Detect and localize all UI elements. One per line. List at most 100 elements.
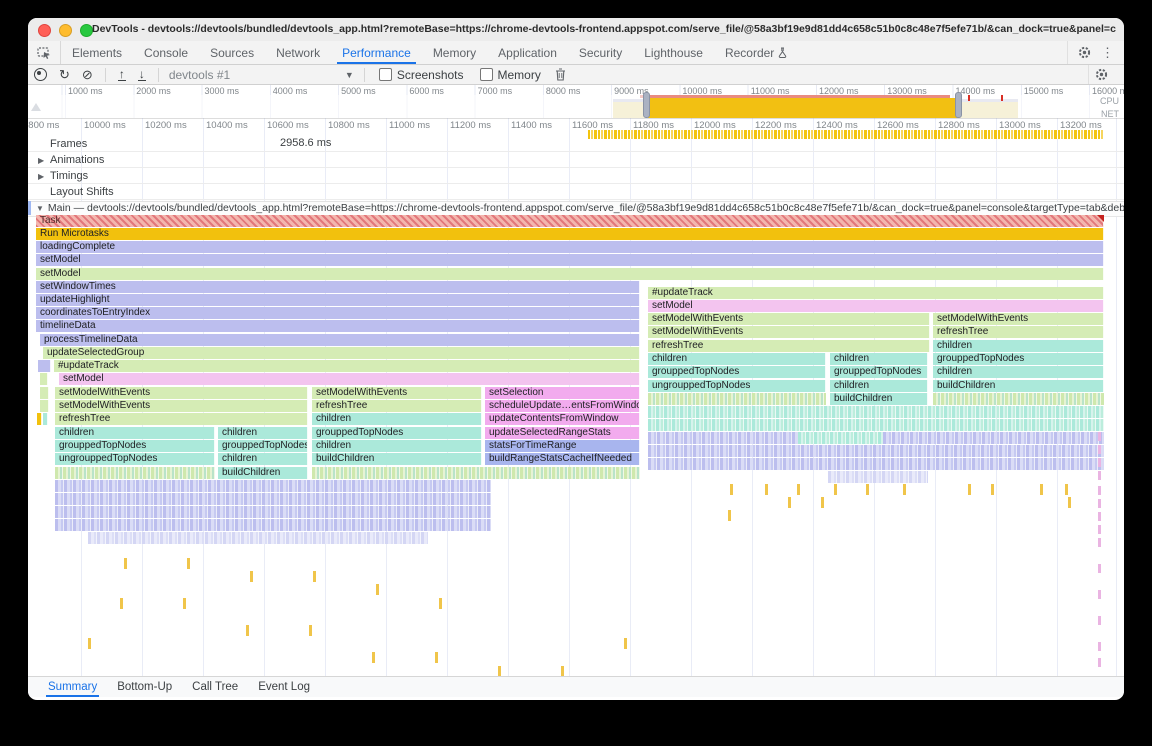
flame-bar-buildchildren[interactable]: buildChildren [830,393,928,405]
flame-bar-setmodel[interactable]: setModel [36,254,1104,266]
selection-right-handle[interactable] [955,92,962,118]
flame-bar-updatetrack[interactable]: #updateTrack [54,360,640,372]
timeline-overview[interactable]: 1000 ms2000 ms3000 ms4000 ms5000 ms6000 … [28,85,1124,119]
tab-summary[interactable]: Summary [38,677,107,697]
history-dropdown[interactable]: devtools #1 ▼ [165,68,358,82]
tab-memory[interactable]: Memory [422,41,487,64]
tab-event-log[interactable]: Event Log [248,677,320,697]
inspect-element-button[interactable] [28,41,61,64]
flame-bar-timelinedata[interactable]: timelineData [36,320,640,332]
tab-performance[interactable]: Performance [331,41,422,64]
flame-bar-setmodel[interactable]: setModel [59,373,640,385]
flame-bar-setmodelwithevents[interactable]: setModelWithEvents [312,387,482,399]
clear-recording-button[interactable]: ⊘ [82,68,93,81]
flame-bar-buildrangestatscacheifneeded[interactable]: buildRangeStatsCacheIfNeeded [485,453,640,465]
reload-and-record-button[interactable]: ↻ [59,68,70,81]
flame-bar-grouppedtopnodes[interactable]: grouppedTopNodes [933,353,1104,365]
tab-bottom-up[interactable]: Bottom-Up [107,677,182,697]
tab-recorder[interactable]: Recorder [714,41,798,64]
load-profile-button[interactable]: ↑ [118,68,126,81]
tab-sources[interactable]: Sources [199,41,265,64]
flame-bar-chip[interactable] [37,413,42,425]
trash-icon[interactable] [555,68,566,81]
flame-bar-statsfortimerange[interactable]: statsForTimeRange [485,440,640,452]
frames-track[interactable] [28,135,1124,152]
kebab-menu-icon[interactable]: ⋮ [1101,45,1114,61]
flame-bar-updateselectedgroup[interactable]: updateSelectedGroup [43,347,640,359]
flame-bar-children[interactable]: children [312,440,482,452]
flame-bar-grouppedtopnodes[interactable]: grouppedTopNodes [55,440,215,452]
flame-bar-updatetrack[interactable]: #updateTrack [648,287,1104,299]
flame-bar-loadingcomplete[interactable]: loadingComplete [36,241,1104,253]
flame-bar-children[interactable]: children [218,427,308,439]
flame-bar-chip[interactable] [43,413,48,425]
save-profile-button[interactable]: ↓ [138,68,146,81]
flame-bar-setmodelwithevents[interactable]: setModelWithEvents [648,313,930,325]
flame-bar-setmodelwithevents[interactable]: setModelWithEvents [933,313,1104,325]
flame-bar-children[interactable]: children [933,366,1104,378]
flame-bar-children[interactable]: children [648,353,826,365]
flame-bar-setmodelwithevents[interactable]: setModelWithEvents [648,326,930,338]
close-window-button[interactable] [38,24,51,37]
selection-left-handle[interactable] [643,92,650,118]
flame-bar-updatecontentsfromwindow[interactable]: updateContentsFromWindow [485,413,640,425]
flame-bar-children[interactable]: children [218,453,308,465]
tab-application[interactable]: Application [487,41,568,64]
tab-console[interactable]: Console [133,41,199,64]
flame-bar-grouppedtopnodes[interactable]: grouppedTopNodes [312,427,482,439]
flame-bar-scheduleupdate-entsfromwindow[interactable]: scheduleUpdate…entsFromWindow [485,400,640,412]
flame-bar-buildchildren[interactable]: buildChildren [312,453,482,465]
tab-security[interactable]: Security [568,41,633,64]
flame-bar-children[interactable]: children [312,413,482,425]
flame-bar-chip[interactable] [38,360,51,372]
screenshots-checkbox[interactable]: Screenshots [379,68,464,82]
flame-bar-children[interactable]: children [933,340,1104,352]
minimize-window-button[interactable] [59,24,72,37]
flame-bar-setwindowtimes[interactable]: setWindowTimes [36,281,640,293]
flame-bar-updateselectedrangestats[interactable]: updateSelectedRangeStats [485,427,640,439]
flame-bar-chip[interactable] [40,373,48,385]
flame-bar-grouppedtopnodes[interactable]: grouppedTopNodes [830,366,928,378]
flame-edge-tick [1098,512,1101,521]
flame-bar-ungrouppedtopnodes[interactable]: ungrouppedTopNodes [55,453,215,465]
flame-bar-refreshtree[interactable]: refreshTree [55,413,308,425]
flame-bar-refreshtree[interactable]: refreshTree [648,340,930,352]
animations-track[interactable] [28,151,1124,168]
flame-bar-refreshtree[interactable]: refreshTree [312,400,482,412]
collapse-arrow-icon[interactable]: ▼ [36,204,44,213]
flame-bar-chip[interactable] [40,387,49,399]
flame-micro-task-tick [372,652,375,663]
memory-checkbox[interactable]: Memory [480,68,541,82]
tab-call-tree[interactable]: Call Tree [182,677,248,697]
flame-bar-refreshtree[interactable]: refreshTree [933,326,1104,338]
flame-bar-children[interactable]: children [55,427,215,439]
flame-bar-setselection[interactable]: setSelection [485,387,640,399]
flame-bar-buildchildren[interactable]: buildChildren [933,380,1104,392]
tab-elements[interactable]: Elements [61,41,133,64]
tab-network[interactable]: Network [265,41,331,64]
record-button[interactable] [34,68,47,81]
timings-expand-arrow-icon[interactable]: ▶ [38,172,44,181]
flame-bar-coordinatestoentryindex[interactable]: coordinatesToEntryIndex [36,307,640,319]
settings-gear-icon[interactable] [1078,46,1091,59]
flame-bar-chip[interactable] [40,400,49,412]
flame-bar-setmodel[interactable]: setModel [36,268,1104,280]
layout-shifts-track[interactable] [28,183,1124,200]
flame-bar-grouppedtopnodes[interactable]: grouppedTopNodes [648,366,826,378]
animations-expand-arrow-icon[interactable]: ▶ [38,156,44,165]
flame-bar-setmodelwithevents[interactable]: setModelWithEvents [55,387,308,399]
flame-bar-processtimelinedata[interactable]: processTimelineData [40,334,640,346]
flame-bar-setmodel[interactable]: setModel [648,300,1104,312]
flame-bar-ungrouppedtopnodes[interactable]: ungrouppedTopNodes [648,380,826,392]
flame-bar-run-microtasks[interactable]: Run Microtasks [36,228,1104,240]
flame-bar-updatehighlight[interactable]: updateHighlight [36,294,640,306]
tab-lighthouse[interactable]: Lighthouse [633,41,714,64]
flame-bar-task[interactable]: Task [36,215,1104,227]
flame-bar-children[interactable]: children [830,380,928,392]
flame-bar-buildchildren[interactable]: buildChildren [218,467,308,479]
timings-track[interactable] [28,167,1124,184]
capture-settings-gear-icon[interactable] [1095,68,1108,81]
flame-bar-setmodelwithevents[interactable]: setModelWithEvents [55,400,308,412]
flame-bar-children[interactable]: children [830,353,928,365]
flame-bar-grouppedtopnodes[interactable]: grouppedTopNodes [218,440,308,452]
